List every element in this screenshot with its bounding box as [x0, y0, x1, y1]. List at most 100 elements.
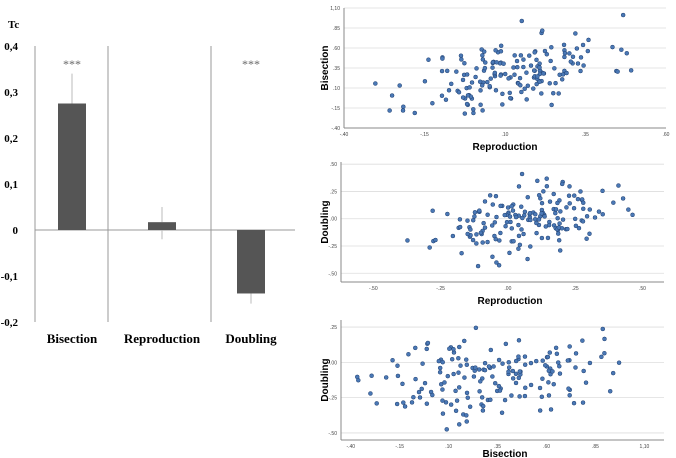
scatter-reproduction-doubling: .50 .25 .00 -.25 -.50 -.50 -.25 .00 .25 .50 Repro… — [320, 162, 664, 307]
scatter-point — [507, 90, 513, 96]
scatter-point — [450, 233, 456, 239]
scatter-point — [478, 230, 484, 236]
x-tick-label: .00 — [504, 286, 511, 292]
scatter-point — [573, 365, 578, 370]
y-tick-label: .00 — [330, 217, 337, 223]
scatter-point — [512, 72, 517, 77]
scatter-point — [527, 210, 533, 216]
scatter-point — [436, 358, 442, 364]
scatter-point — [464, 101, 470, 107]
scatter-point — [480, 240, 485, 245]
scatter-point — [573, 223, 579, 229]
scatter-point — [503, 341, 509, 347]
scatter-point — [537, 385, 543, 391]
y-tick-label: .00 — [330, 360, 337, 366]
y-tick-label: -.50 — [328, 431, 337, 437]
scatter-point — [473, 325, 479, 331]
scatter-point — [496, 383, 502, 389]
scatter-point — [464, 362, 470, 368]
scatter-point — [480, 57, 486, 62]
scatter-point — [456, 89, 462, 95]
scatter-point — [581, 63, 586, 68]
scatter-point — [510, 208, 516, 213]
scatter-point — [471, 374, 477, 379]
x-tick-label: -.40 — [340, 132, 349, 138]
scatter-point — [580, 400, 586, 405]
scatter-point — [493, 48, 498, 53]
scatter-point — [535, 178, 540, 184]
scatter-point — [600, 326, 606, 332]
scatter-point — [564, 205, 569, 210]
scatter-point — [599, 354, 604, 360]
scatter-point — [501, 61, 506, 66]
scatter-point — [558, 209, 563, 214]
scatter-point — [555, 360, 561, 365]
scatter-point — [469, 80, 475, 85]
scatter-point — [471, 110, 476, 116]
scatter-point — [417, 395, 423, 400]
scatter-point — [596, 209, 602, 214]
scatter-point — [550, 90, 556, 96]
scatter-point — [557, 221, 562, 226]
scatter-point — [539, 200, 545, 206]
scatter-point — [611, 200, 616, 205]
scatter-point — [525, 256, 530, 262]
x-tick-label: -.40 — [346, 444, 355, 450]
scatter-point — [459, 250, 464, 256]
scatter-point — [507, 250, 512, 256]
scatter-point — [400, 108, 406, 113]
significance-marker: *** — [242, 57, 260, 71]
scatter-point — [528, 382, 534, 388]
scatter-point — [581, 368, 586, 374]
scatter-point — [570, 54, 576, 60]
scatter-point — [560, 217, 566, 222]
scatter-point — [546, 222, 552, 228]
scatter-point — [394, 401, 400, 407]
scatter-point — [580, 338, 585, 343]
scatter-point — [536, 217, 542, 222]
scatter-point — [628, 68, 634, 73]
scatter-point — [477, 389, 482, 394]
scatter-point — [556, 225, 562, 230]
scatter-point — [494, 214, 499, 220]
scatter-point — [548, 407, 554, 412]
scatter-point — [522, 362, 528, 367]
scatter-point — [519, 18, 525, 24]
scatter-point — [470, 218, 476, 223]
scatter-point — [498, 43, 504, 49]
scatter-point — [552, 66, 557, 71]
scatter-point — [437, 365, 443, 371]
scatter-point — [467, 404, 473, 409]
scatter-point — [550, 369, 555, 374]
scatter-point — [374, 401, 379, 406]
scatter-point — [583, 380, 589, 385]
scatter-point — [523, 385, 528, 391]
scatter-point — [531, 68, 537, 73]
scatter-point — [387, 108, 392, 113]
x-tick-label: -.15 — [420, 132, 429, 138]
scatter-point — [443, 97, 449, 102]
scatter-point — [457, 224, 463, 230]
scatter-point — [478, 379, 483, 384]
y-tick-label: .35 — [333, 66, 340, 72]
bar-y-tick-label: -0,2 — [1, 317, 19, 329]
scatter-point — [562, 54, 567, 60]
scatter-point — [383, 375, 389, 380]
scatter-point — [506, 76, 511, 81]
scatter-point — [400, 381, 405, 387]
scatter-point — [485, 239, 490, 245]
scatter-point — [459, 57, 464, 62]
scatter-point — [535, 74, 540, 79]
bar-doubling — [237, 230, 265, 294]
scatter-point — [610, 44, 615, 50]
scatter-point — [500, 361, 505, 366]
scatter-point — [566, 193, 572, 198]
scatter-point — [479, 395, 485, 400]
scatter-point — [448, 402, 454, 407]
scatter-point — [567, 344, 572, 349]
scatter-point — [580, 219, 586, 224]
scatter-point — [525, 194, 531, 200]
scatter-point — [477, 79, 483, 84]
scatter-point — [506, 360, 512, 365]
scatter-point — [492, 233, 497, 239]
